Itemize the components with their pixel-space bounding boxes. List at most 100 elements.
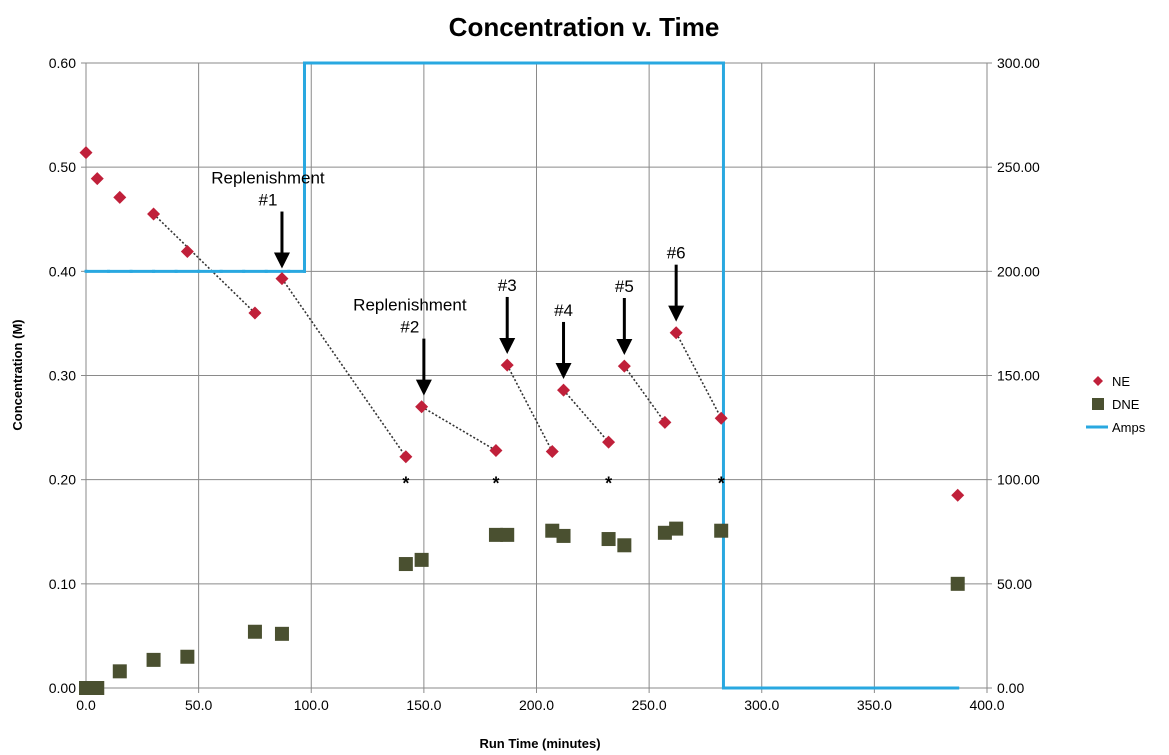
x-tick-label: 350.0 [857,697,892,713]
ne-point [415,400,429,414]
trend-line [281,278,407,458]
y-tick-label: 0.50 [49,159,76,175]
ne-point [113,190,127,204]
trend-line [623,365,666,423]
amps-point [399,61,403,65]
y2-tick-label: 250.00 [997,159,1040,175]
ne-point [500,358,514,372]
trend-line [506,364,553,452]
x-tick-label: 400.0 [969,697,1004,713]
x-tick-label: 0.0 [76,697,96,713]
amps-point [721,61,725,65]
ne-point [399,450,413,464]
legend-label: NE [1112,374,1130,389]
ne-point [658,415,672,429]
y2-tick-label: 150.00 [997,368,1040,384]
x-tick-label: 300.0 [744,697,779,713]
amps-point [354,61,358,65]
dne-point [556,528,571,543]
annotation-label: #3 [498,276,517,295]
asterisk-marker: * [605,474,612,494]
amps-point [309,61,313,65]
annotation-label: #6 [667,244,686,263]
dne-point [398,557,413,572]
dne-point [657,525,672,540]
annotations: * * * * Replenishment #1 Replenishment #2 #3 #4 #5… [211,169,724,494]
dne-point [500,527,515,542]
amps-point [152,269,156,273]
ne-point [248,306,262,320]
legend-ne-marker [1093,376,1103,386]
amps-point [489,61,493,65]
annotation-arrowhead [499,337,516,354]
y2-tick-label: 100.00 [997,472,1040,488]
amps-point [219,269,223,273]
y2-tick-label: 300.00 [997,55,1040,71]
legend-label: DNE [1112,397,1140,412]
dne-point [950,576,965,591]
dne-point [112,664,127,679]
ne-point [180,245,194,259]
ne-point [669,326,683,340]
amps-point [895,686,899,690]
annotation-label: #5 [615,277,634,296]
amps-point [287,269,291,273]
x-tick-label: 150.0 [406,697,441,713]
ne-point [714,411,728,425]
amps-point [721,686,725,690]
ne-point [545,445,559,459]
amps-point [197,269,201,273]
annotation-label: #1 [259,191,278,210]
annotation-arrowhead [415,379,432,396]
annotation-label: #4 [554,301,573,320]
legend-dne-marker [1092,398,1104,410]
amps-point [264,269,268,273]
y-tick-label: 0.00 [49,680,76,696]
amps-point [242,269,246,273]
amps-line [86,61,958,690]
y2-tick-label: 50.00 [997,576,1032,592]
ne-point [602,435,616,449]
x-tick-label: 250.0 [632,697,667,713]
data-series [79,61,965,695]
y-tick-label: 0.20 [49,472,76,488]
amps-point [580,61,584,65]
ne-point [557,383,571,397]
amps-point [107,269,111,273]
amps-point [444,61,448,65]
gridlines [85,62,988,689]
amps-point [850,686,854,690]
annotation-label: Replenishment [211,169,325,188]
asterisk-marker: * [492,474,499,494]
dne-point [274,626,289,641]
legend-label: Amps [1112,420,1146,435]
y2-tick-label: 0.00 [997,680,1024,696]
trend-line [675,332,722,419]
trend-line [153,213,256,314]
dne-point [488,527,503,542]
dne-point [714,523,729,538]
dne-point [79,681,93,695]
asterisk-marker: * [402,474,409,494]
trend-line [562,389,610,443]
ne-point [275,272,289,286]
amps-point [302,61,306,65]
ne-point [617,359,631,373]
amps-point [302,269,306,273]
x-axis-label: Run Time (minutes) [479,736,600,751]
annotation-arrowhead [555,362,572,379]
amps-point [956,686,960,690]
amps-point [535,61,538,65]
y-tick-label: 0.10 [49,576,76,592]
y-tick-label: 0.40 [49,263,76,279]
amps-point [625,61,629,65]
x-tick-label: 200.0 [519,697,554,713]
amps-point [174,269,178,273]
ne-point [951,488,965,502]
asterisk-marker: * [718,474,725,494]
chart-title: Concentration v. Time [449,12,720,42]
y-tick-label: 0.60 [49,55,76,71]
legend: NE DNE Amps [1086,374,1146,435]
annotation-label: #2 [400,318,419,337]
